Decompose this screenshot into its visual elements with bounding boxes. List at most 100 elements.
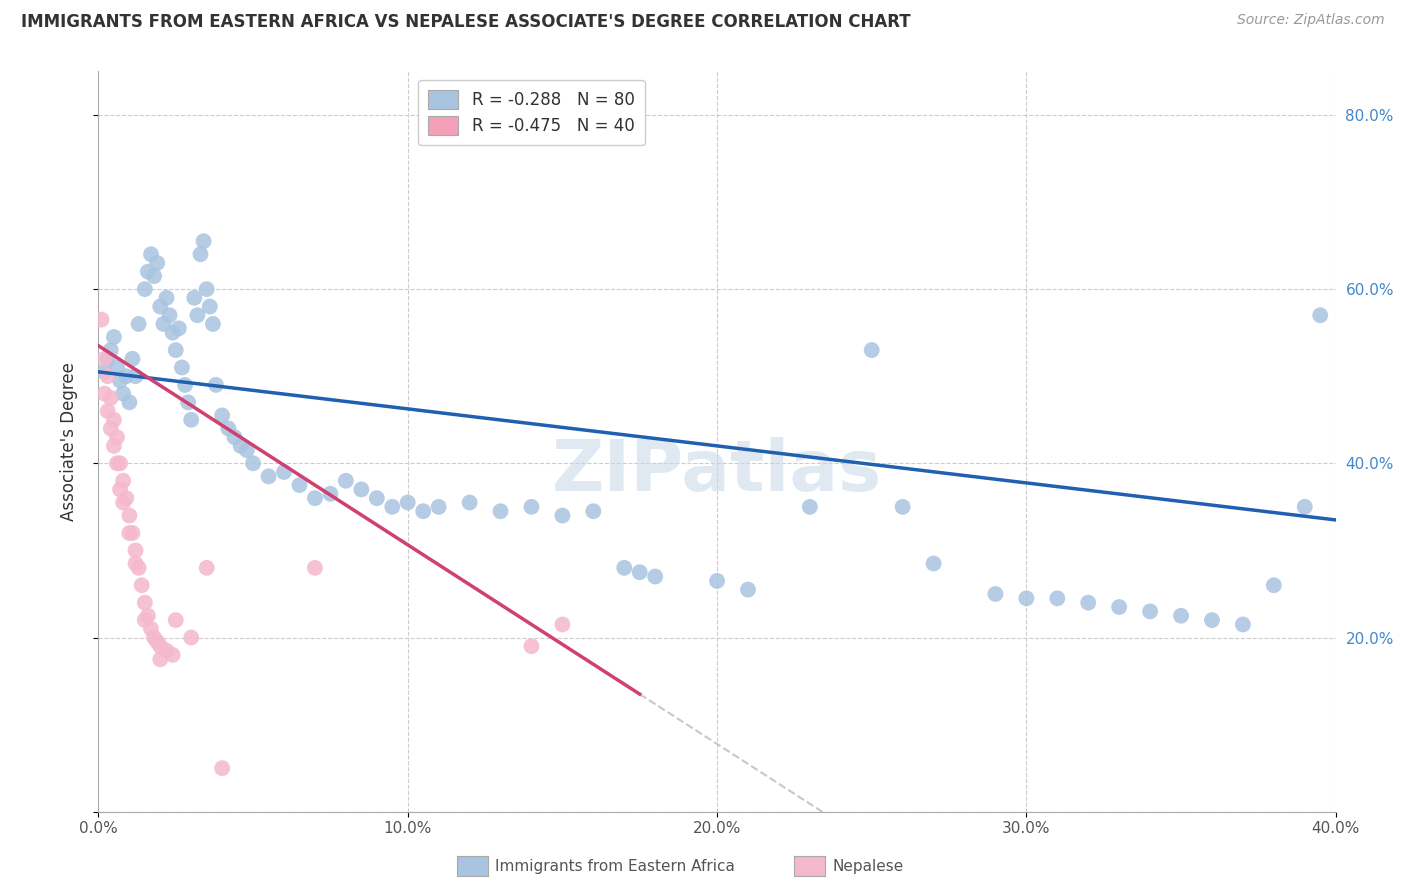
Point [108, 374, 131, 388]
Point [100, 391, 122, 405]
Point [236, 443, 259, 458]
Point [613, 561, 636, 575]
Point [105, 456, 128, 470]
Point [205, 378, 228, 392]
Point [97, 369, 120, 384]
Point [177, 395, 200, 409]
Point [229, 439, 252, 453]
Point [273, 465, 295, 479]
Point [167, 321, 190, 335]
Legend: R = -0.288   N = 80, R = -0.475   N = 40: R = -0.288 N = 80, R = -0.475 N = 40 [419, 79, 644, 145]
Point [162, 326, 184, 340]
Point [105, 430, 128, 444]
Point [427, 500, 450, 514]
Point [582, 504, 605, 518]
Point [1046, 591, 1069, 606]
Point [103, 330, 125, 344]
Point [139, 622, 162, 636]
Point [100, 421, 122, 435]
Point [984, 587, 1007, 601]
Point [139, 247, 162, 261]
Point [103, 439, 125, 453]
Point [115, 369, 138, 384]
Text: IMMIGRANTS FROM EASTERN AFRICA VS NEPALESE ASSOCIATE'S DEGREE CORRELATION CHART: IMMIGRANTS FROM EASTERN AFRICA VS NEPALE… [21, 13, 911, 31]
Point [149, 300, 172, 314]
Point [149, 652, 172, 666]
Point [1309, 308, 1331, 322]
Point [149, 639, 172, 653]
Point [136, 265, 159, 279]
Point [644, 569, 666, 583]
Point [103, 413, 125, 427]
Point [97, 351, 120, 366]
Point [155, 643, 177, 657]
Point [489, 504, 512, 518]
Point [128, 561, 150, 575]
Text: ZIPatlas: ZIPatlas [553, 437, 882, 506]
Point [366, 491, 388, 505]
Point [159, 308, 181, 322]
Point [891, 500, 914, 514]
Point [112, 386, 135, 401]
Point [134, 282, 156, 296]
Point [242, 456, 264, 470]
Point [134, 596, 156, 610]
Point [90, 312, 112, 326]
Point [1201, 613, 1223, 627]
Point [165, 343, 187, 357]
Point [211, 409, 233, 423]
Point [124, 369, 146, 384]
Point [183, 291, 205, 305]
Point [217, 421, 239, 435]
Point [1294, 500, 1316, 514]
Y-axis label: Associate's Degree: Associate's Degree [59, 362, 77, 521]
Point [458, 495, 481, 509]
Point [335, 474, 357, 488]
Point [922, 557, 945, 571]
Point [706, 574, 728, 588]
Point [198, 300, 221, 314]
Point [201, 317, 224, 331]
Point [134, 613, 156, 627]
Point [304, 561, 326, 575]
Point [146, 635, 169, 649]
Point [350, 483, 373, 497]
Point [108, 456, 131, 470]
Point [146, 256, 169, 270]
Point [224, 430, 246, 444]
Point [131, 578, 153, 592]
Point [288, 478, 311, 492]
Point [143, 268, 166, 283]
Point [118, 395, 141, 409]
Point [100, 343, 122, 357]
Point [97, 404, 120, 418]
Point [319, 487, 342, 501]
Point [152, 317, 174, 331]
Point [165, 613, 187, 627]
Point [520, 639, 543, 653]
Point [155, 291, 177, 305]
Point [799, 500, 821, 514]
Point [136, 608, 159, 623]
Text: Immigrants from Eastern Africa: Immigrants from Eastern Africa [495, 859, 735, 873]
Point [186, 308, 208, 322]
Point [180, 413, 202, 427]
Point [737, 582, 759, 597]
Point [195, 282, 218, 296]
Point [628, 565, 651, 579]
Point [195, 561, 218, 575]
Point [551, 508, 574, 523]
Point [520, 500, 543, 514]
Point [1139, 604, 1161, 618]
Point [112, 474, 135, 488]
Point [105, 360, 128, 375]
Point [860, 343, 883, 357]
Point [124, 557, 146, 571]
Point [257, 469, 280, 483]
Point [162, 648, 184, 662]
Text: Nepalese: Nepalese [832, 859, 904, 873]
Point [304, 491, 326, 505]
Point [381, 500, 404, 514]
Point [180, 631, 202, 645]
Point [124, 543, 146, 558]
